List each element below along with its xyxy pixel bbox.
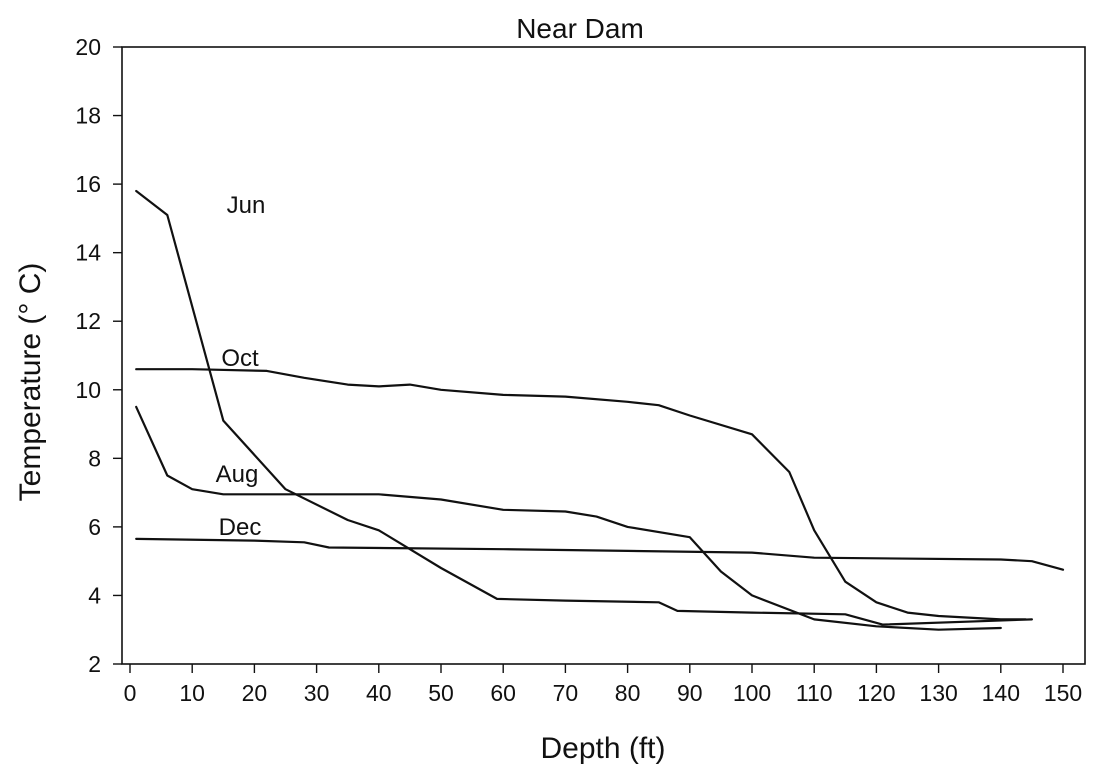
y-axis-label: Temperature (° C): [14, 263, 47, 502]
series-layer: Jun Oct Aug Dec: [135, 189, 1065, 631]
series-label-aug: Aug: [216, 461, 259, 488]
x-tick-label: 110: [796, 680, 833, 706]
x-tick-label: 140: [982, 680, 1020, 706]
y-tick-label: 16: [75, 171, 101, 197]
x-axis-ticks: 0 10 20 30 40 50 60 70 80 90 100 110 120 130 140 150: [124, 664, 1082, 706]
x-tick-label: 0: [124, 680, 137, 706]
y-tick-label: 14: [75, 240, 101, 266]
x-tick-label: 100: [733, 680, 771, 706]
x-tick-label: 10: [179, 680, 205, 706]
y-tick-label: 6: [88, 514, 101, 540]
y-tick-label: 8: [88, 445, 101, 471]
series-label-jun: Jun: [227, 192, 266, 219]
y-tick-label: 18: [75, 103, 101, 129]
x-tick-label: 50: [428, 680, 454, 706]
y-tick-label: 4: [88, 582, 101, 608]
x-tick-label: 20: [242, 680, 268, 706]
y-tick-label: 10: [75, 377, 101, 403]
plot-frame: [121, 46, 1086, 665]
series-line-dec: [135, 537, 1065, 571]
y-tick-label: 20: [75, 34, 101, 60]
y-tick-label: 12: [75, 308, 101, 334]
x-tick-label: 90: [677, 680, 703, 706]
x-tick-label: 60: [490, 680, 516, 706]
chart-title: Near Dam: [516, 13, 644, 44]
x-tick-label: 130: [919, 680, 957, 706]
series-line-jun: [135, 189, 1034, 626]
x-axis-label: Depth (ft): [540, 732, 665, 765]
x-tick-label: 80: [615, 680, 641, 706]
x-tick-label: 150: [1044, 680, 1082, 706]
y-tick-label: 2: [88, 651, 101, 677]
x-tick-label: 30: [304, 680, 330, 706]
series-label-oct: Oct: [221, 345, 259, 372]
y-axis-ticks: 2 4 6 8 10 12 14 16 18 20: [75, 34, 122, 677]
series-line-oct: [135, 368, 1027, 621]
series-label-dec: Dec: [219, 514, 262, 541]
x-tick-label: 40: [366, 680, 392, 706]
x-tick-label: 120: [857, 680, 895, 706]
x-tick-label: 70: [553, 680, 579, 706]
series-line-aug: [135, 405, 1002, 631]
